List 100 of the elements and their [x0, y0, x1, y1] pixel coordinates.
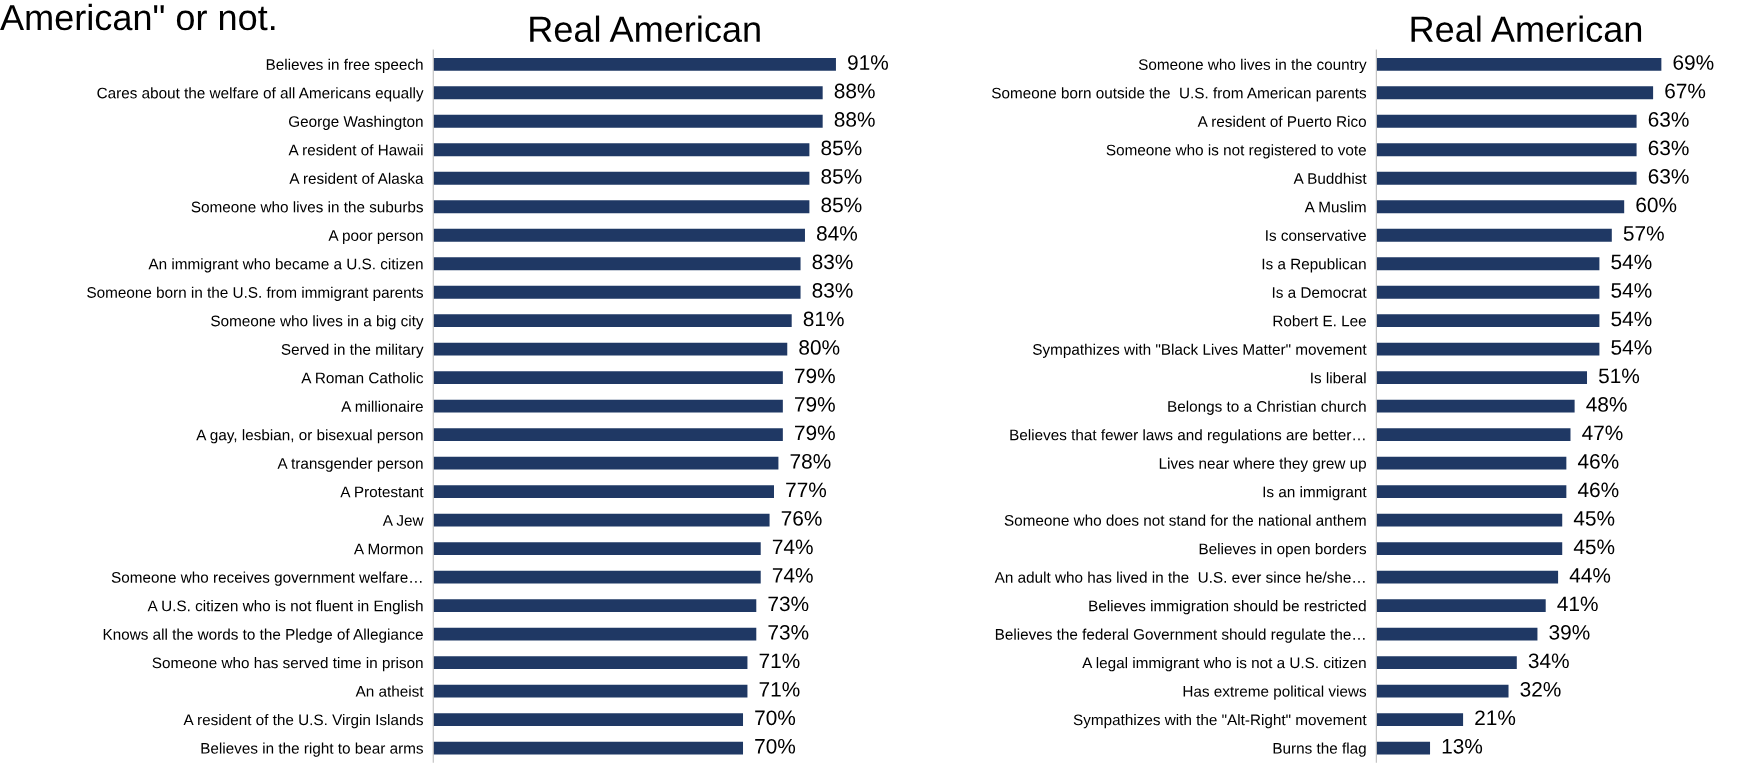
y-tick-label: Cares about the welfare of all Americans equally	[97, 87, 424, 102]
data-label: 63%	[1648, 140, 1689, 156]
data-label: 79%	[795, 425, 835, 441]
y-tick-label: A millionaire	[341, 400, 423, 412]
data-label: 78%	[790, 453, 831, 469]
y-tick-label: Someone who lives in the suburbs	[191, 201, 423, 213]
bar	[1376, 285, 1600, 299]
bar	[1376, 627, 1538, 641]
bar	[1376, 57, 1662, 71]
y-tick-label: Is an immigrant	[1263, 486, 1367, 501]
bar	[433, 342, 788, 356]
y-tick-label: Belongs to a Christian church	[1168, 400, 1366, 415]
data-label: 70%	[755, 738, 796, 754]
bar	[433, 599, 757, 613]
y-tick-label: An immigrant who became a U.S. citizen	[148, 258, 423, 273]
bar	[1376, 257, 1600, 271]
y-tick-label: Believes that fewer laws and regulations are better…	[1010, 429, 1365, 444]
data-label: 47%	[1582, 425, 1623, 441]
y-tick-label: Sympathizes with the "Alt-Right" movement	[1073, 714, 1367, 729]
y-tick-label: An atheist	[355, 685, 424, 697]
y-tick-label: Lives near where they grew up	[1159, 457, 1366, 472]
y-tick-label: A resident of the U.S. Virgin Islands	[183, 714, 423, 729]
data-label: 41%	[1557, 596, 1598, 612]
y-tick-label: A resident of Alaska	[289, 172, 424, 184]
bar	[1376, 456, 1567, 470]
y-tick-label: Sympathizes with "Black Lives Matter" movement	[1032, 343, 1367, 358]
data-label: 79%	[795, 397, 835, 412]
bar	[1376, 342, 1600, 356]
bar	[1376, 114, 1637, 128]
y-tick-label: Knows all the words to the Pledge of Allegiance	[103, 628, 423, 643]
bar	[433, 485, 774, 499]
y-tick-label: A resident of Hawaii	[288, 144, 423, 156]
data-label: 73%	[768, 596, 809, 612]
data-label: 51%	[1598, 368, 1640, 384]
bar	[433, 656, 748, 669]
data-label: 74%	[772, 539, 813, 555]
y-tick-label: Believes in open borders	[1199, 543, 1367, 558]
bar	[433, 171, 810, 185]
data-label: 21%	[1475, 710, 1516, 726]
y-tick-label: Is a Republican	[1262, 258, 1366, 273]
bar	[1376, 228, 1612, 242]
text: American" or not.	[0, 3, 275, 31]
y-tick-label: Someone who has served time in prison	[152, 657, 423, 672]
data-label: 57%	[1623, 226, 1664, 241]
y-tick-label: Someone born in the U.S. from immigrant parents	[87, 286, 424, 301]
data-label: 85%	[821, 197, 862, 213]
data-label: 83%	[812, 283, 853, 298]
data-label: 54%	[1611, 311, 1652, 327]
bar	[1376, 684, 1509, 698]
data-label: 34%	[1528, 653, 1569, 669]
y-tick-label: A Roman Catholic	[301, 372, 424, 384]
data-label: 79%	[795, 368, 835, 384]
y-tick-label: Robert E. Lee	[1273, 315, 1366, 327]
bar	[433, 627, 757, 641]
bar	[433, 57, 836, 71]
data-label: 84%	[816, 226, 858, 241]
data-label: 54%	[1611, 254, 1652, 270]
bar	[433, 200, 810, 214]
data-label: 48%	[1586, 397, 1627, 412]
y-tick-label: A Muslim	[1304, 201, 1366, 213]
data-label: 80%	[799, 340, 840, 355]
data-label: 63%	[1648, 112, 1689, 127]
data-label: 46%	[1577, 453, 1619, 469]
bar	[433, 86, 823, 100]
bar	[1376, 399, 1575, 413]
y-tick-label: Served in the military	[281, 343, 424, 358]
y-tick-label: Believes in the right to bear arms	[201, 742, 423, 757]
data-label: 91%	[848, 55, 889, 70]
bar	[1376, 314, 1600, 328]
y-tick-label: Is a Democrat	[1272, 287, 1367, 298]
bar	[1376, 171, 1637, 185]
data-label: 45%	[1573, 511, 1615, 526]
data-label: 76%	[781, 510, 822, 526]
bar	[1376, 656, 1517, 669]
bar	[1376, 713, 1464, 726]
data-label: 13%	[1442, 738, 1483, 754]
data-label: 54%	[1611, 283, 1652, 298]
bar	[433, 114, 823, 128]
y-tick-label: Is conservative	[1266, 229, 1366, 241]
bar	[1376, 542, 1563, 556]
data-label: 70%	[755, 710, 796, 726]
data-label: 69%	[1673, 55, 1714, 70]
chart-title: Real American	[1411, 15, 1642, 43]
data-label: 46%	[1577, 482, 1619, 498]
y-tick-label: A resident of Puerto Rico	[1197, 115, 1366, 127]
y-tick-label: An adult who has lived in the U.S. ever since he/she…	[994, 571, 1365, 583]
data-label: 85%	[821, 169, 862, 184]
y-tick-label: Burns the flag	[1273, 742, 1366, 757]
data-label: 71%	[759, 653, 800, 669]
data-label: 81%	[803, 311, 844, 327]
bar	[433, 713, 744, 726]
bar	[433, 542, 761, 556]
data-label: 60%	[1636, 197, 1677, 213]
bar	[433, 428, 783, 442]
data-label: 63%	[1648, 169, 1689, 184]
data-label: 44%	[1569, 568, 1611, 583]
y-tick-label: Someone who does not stand for the national anthem	[1004, 514, 1366, 526]
y-tick-label: A Protestant	[340, 486, 424, 498]
y-tick-label: Someone who receives government welfare…	[111, 571, 422, 586]
data-label: 85%	[821, 140, 862, 156]
